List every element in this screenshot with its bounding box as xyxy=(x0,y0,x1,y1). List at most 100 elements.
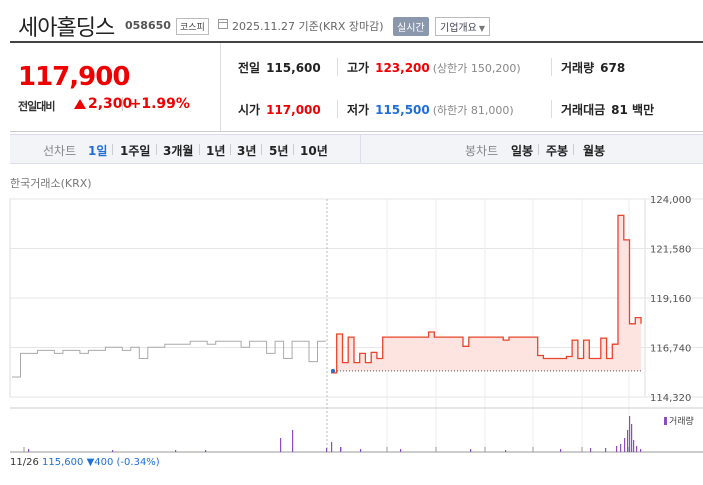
current-price: 117,900 xyxy=(18,62,130,92)
volume-bar xyxy=(326,448,328,452)
volume-bar xyxy=(400,449,402,452)
stat-sub: (상한가 150,200) xyxy=(432,62,521,75)
up-triangle-icon xyxy=(74,99,86,109)
footer-change: ▼400 xyxy=(86,457,114,468)
company-overview-label: 기업개요 xyxy=(440,23,477,34)
volume-bar xyxy=(633,440,635,452)
change-rate: | +1.99% xyxy=(120,96,190,112)
exchange-label: 한국거래소(KRX) xyxy=(10,177,92,190)
volume-bar xyxy=(590,448,592,452)
stock-name: 세아홀딩스 xyxy=(18,16,115,41)
stat-trade-value: 거래대금 81 백만 xyxy=(561,101,654,118)
company-overview-button[interactable]: 기업개요 ▼ xyxy=(435,17,490,36)
y-tick-label: 121,580 xyxy=(650,245,691,256)
stat-label: 시가 xyxy=(238,103,261,117)
volume-bar xyxy=(331,442,333,452)
candle-monthly[interactable]: 월봉 xyxy=(583,144,606,158)
candle-daily[interactable]: 일봉 xyxy=(511,144,534,158)
line-chart-label: 선차트 xyxy=(43,144,77,158)
volume-bar xyxy=(470,449,472,452)
price-panel: 117,900 전일대비 2,300 | +1.99% xyxy=(10,43,221,131)
volume-bar xyxy=(205,450,207,452)
calendar-icon xyxy=(218,19,228,29)
stat-label: 저가 xyxy=(347,103,370,117)
stat-label: 고가 xyxy=(347,61,370,75)
stats-divider xyxy=(10,131,703,132)
stat-prev-close: 전일 115,600 xyxy=(238,59,321,76)
period-5y[interactable]: 5년 xyxy=(269,144,289,158)
stat-label: 거래량 xyxy=(561,61,595,75)
period-3m[interactable]: 3개월 xyxy=(163,144,194,158)
prev-day-line xyxy=(12,340,326,378)
change-label: 전일대비 xyxy=(18,100,55,113)
y-tick-label: 114,320 xyxy=(650,393,691,404)
volume-bar xyxy=(605,448,607,452)
stat-value: 115,600 xyxy=(266,61,321,75)
footer-price: 115,600 xyxy=(42,457,84,468)
volume-bar xyxy=(636,446,638,452)
change-amount-value: 2,300 xyxy=(88,96,133,112)
volume-bar xyxy=(112,450,114,452)
stat-value: 123,200 xyxy=(375,61,430,75)
volume-bar xyxy=(560,449,562,452)
price-chart[interactable]: 124,000121,580119,160116,740114,32011/26… xyxy=(0,190,703,457)
volume-bar xyxy=(620,444,622,452)
footer-prev-day: 11/26 115,600 ▼400 (-0.34%) xyxy=(10,457,160,468)
stat-low: 저가 115,500 (하한가 81,000) xyxy=(347,101,514,118)
footer-rate: (-0.34%) xyxy=(116,457,160,468)
stat-divider xyxy=(551,58,552,76)
stat-value: 81 백만 xyxy=(611,103,655,117)
volume-bar xyxy=(505,450,507,452)
y-tick-label: 116,740 xyxy=(650,344,691,355)
volume-bar xyxy=(624,438,626,452)
period-10y[interactable]: 10년 xyxy=(300,144,328,158)
volume-bar xyxy=(280,438,282,452)
today-line xyxy=(331,214,642,374)
period-3y[interactable]: 3년 xyxy=(237,144,257,158)
chevron-down-icon: ▼ xyxy=(478,24,485,33)
stat-label: 전일 xyxy=(238,61,261,75)
open-marker xyxy=(331,368,335,373)
volume-bar xyxy=(292,430,294,452)
volume-bar xyxy=(175,450,177,452)
today-area xyxy=(331,215,641,373)
volume-legend-label: 거래량 xyxy=(669,417,694,427)
change-amount: 2,300 xyxy=(74,96,132,112)
date-text: 2025.11.27 기준(KRX 장마감) xyxy=(232,20,384,33)
separator: | xyxy=(120,96,125,112)
candle-weekly[interactable]: 주봉 xyxy=(546,144,569,158)
candle-chart-label: 봉차트 xyxy=(465,144,499,158)
volume-bar xyxy=(616,446,618,452)
volume-bar xyxy=(629,416,631,452)
stat-value: 678 xyxy=(600,61,626,75)
period-1d[interactable]: 1일 xyxy=(88,144,108,158)
volume-bar xyxy=(340,447,342,452)
volume-legend: 거래량 xyxy=(664,414,694,427)
volume-bar xyxy=(640,449,642,452)
stat-label: 거래대금 xyxy=(561,103,606,117)
y-tick-label: 124,000 xyxy=(650,195,691,206)
stat-divider xyxy=(337,58,338,76)
footer-date: 11/26 xyxy=(10,457,39,468)
realtime-button[interactable]: 실시간 xyxy=(393,17,429,36)
stat-value: 117,000 xyxy=(266,103,321,117)
header-divider xyxy=(10,41,703,43)
stat-value: 115,500 xyxy=(375,103,430,117)
stat-high: 고가 123,200 (상한가 150,200) xyxy=(347,59,521,76)
stat-volume: 거래량 678 xyxy=(561,59,625,76)
volume-bar xyxy=(360,449,362,452)
stat-divider xyxy=(551,100,552,118)
period-bar: 선차트 1일 1주일 3개월 1년 3년 5년 10년 봉차트 일봉 주봉 월봉 xyxy=(10,134,703,164)
period-1y[interactable]: 1년 xyxy=(206,144,226,158)
stat-divider xyxy=(337,100,338,118)
stock-code: 058650 xyxy=(125,19,171,32)
y-tick-label: 119,160 xyxy=(650,294,691,305)
period-divider xyxy=(360,134,361,164)
market-badge: 코스피 xyxy=(176,18,209,35)
change-rate-value: +1.99% xyxy=(129,96,190,112)
stat-sub: (하한가 81,000) xyxy=(432,104,514,117)
period-1w[interactable]: 1주일 xyxy=(120,144,151,158)
stat-open: 시가 117,000 xyxy=(238,101,321,118)
volume-bar xyxy=(627,430,629,452)
volume-legend-swatch xyxy=(664,417,667,425)
